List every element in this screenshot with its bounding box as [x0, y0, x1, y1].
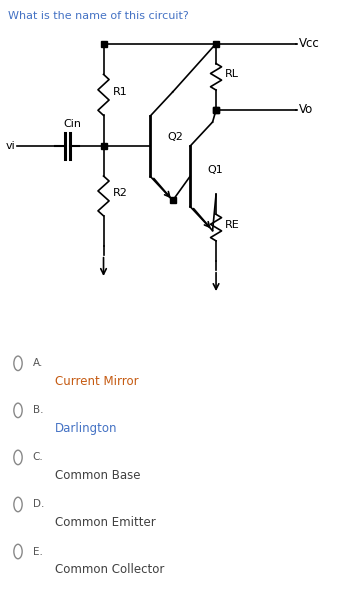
Text: RE: RE [225, 219, 239, 230]
Text: Common Collector: Common Collector [55, 563, 164, 576]
Text: Cin: Cin [64, 119, 82, 129]
Text: R1: R1 [113, 87, 128, 97]
Text: vi: vi [6, 141, 15, 151]
Text: Q2: Q2 [168, 132, 184, 142]
Text: Vo: Vo [298, 104, 313, 116]
Text: What is the name of this circuit?: What is the name of this circuit? [8, 11, 189, 21]
Text: A.: A. [32, 358, 43, 368]
Text: RL: RL [225, 68, 239, 79]
Text: B.: B. [32, 405, 43, 415]
Text: D.: D. [32, 499, 44, 510]
Text: R2: R2 [113, 188, 128, 198]
Text: Common Base: Common Base [55, 469, 141, 482]
Text: C.: C. [32, 453, 43, 462]
Text: Common Emitter: Common Emitter [55, 516, 156, 529]
Text: E.: E. [32, 547, 43, 556]
Text: Darlington: Darlington [55, 422, 118, 435]
Text: Vcc: Vcc [298, 37, 319, 50]
Text: Current Mirror: Current Mirror [55, 375, 139, 388]
Text: Q1: Q1 [207, 165, 223, 175]
